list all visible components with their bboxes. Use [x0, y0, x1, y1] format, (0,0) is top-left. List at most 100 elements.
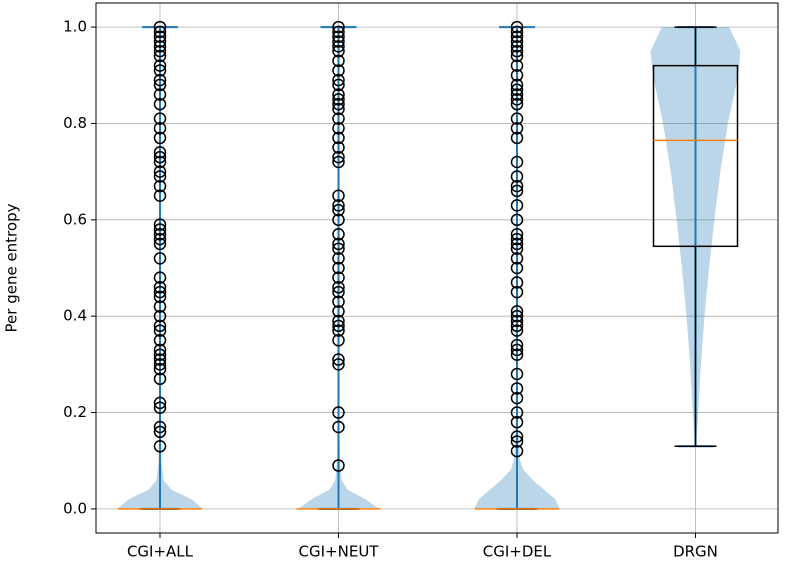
outlier: [510, 276, 524, 289]
outlier: [332, 261, 345, 275]
outlier: [153, 97, 167, 111]
outlier: [510, 382, 524, 395]
outlier: [332, 141, 345, 154]
outlier: [332, 122, 345, 135]
outlier: [332, 150, 345, 164]
outlier: [510, 430, 524, 443]
outlier: [153, 425, 167, 439]
outlier: [332, 30, 345, 43]
y-tick-label: 0.2: [63, 403, 87, 421]
outlier: [510, 155, 524, 169]
outlier: [510, 391, 524, 405]
outlier: [153, 358, 167, 371]
outlier: [510, 213, 524, 227]
outlier: [510, 309, 524, 323]
outlier: [153, 49, 167, 63]
x-tick-label: CGI+ALL: [127, 543, 194, 561]
outlier: [332, 35, 345, 48]
x-tick-label: CGI+NEUT: [299, 543, 380, 561]
outlier: [153, 40, 167, 53]
outlier: [153, 218, 167, 231]
outlier: [153, 155, 167, 169]
outlier: [510, 406, 524, 419]
outlier: [510, 242, 524, 255]
outlier: [332, 305, 345, 318]
box: [652, 64, 739, 248]
outlier: [332, 213, 345, 227]
outlier: [332, 78, 345, 92]
outlier: [510, 324, 524, 337]
outlier: [510, 112, 524, 125]
outlier: [153, 300, 167, 313]
outlier: [332, 459, 345, 472]
outlier: [510, 314, 524, 328]
outlier: [153, 88, 167, 101]
outlier: [510, 69, 524, 82]
outlier: [510, 343, 524, 357]
outlier: [332, 420, 345, 434]
outlier: [332, 93, 345, 106]
outlier: [332, 271, 345, 284]
outlier: [153, 122, 167, 135]
outlier: [153, 281, 167, 294]
outlier: [153, 131, 167, 145]
outlier: [332, 358, 345, 371]
outlier: [332, 324, 345, 337]
outlier: [153, 25, 167, 39]
outlier: [153, 271, 167, 284]
outlier: [332, 20, 345, 34]
outlier: [153, 343, 167, 357]
outlier: [153, 362, 167, 376]
outlier: [153, 285, 167, 299]
outlier: [510, 35, 524, 48]
outlier: [510, 25, 524, 39]
outlier: [332, 40, 345, 53]
outlier: [153, 237, 167, 251]
outlier: [153, 189, 167, 202]
outlier: [153, 228, 167, 241]
outlier: [153, 35, 167, 48]
outlier: [153, 64, 167, 77]
outlier: [153, 353, 167, 366]
outlier: [332, 199, 345, 212]
outlier: [153, 334, 167, 347]
outlier: [510, 40, 524, 53]
outlier: [332, 252, 345, 265]
outlier: [332, 242, 345, 255]
outlier: [332, 189, 345, 202]
outlier: [153, 20, 167, 34]
outlier: [510, 179, 524, 193]
outlier: [332, 237, 345, 251]
outlier: [153, 146, 167, 159]
outlier: [510, 122, 524, 135]
outlier: [153, 290, 167, 304]
outlier: [153, 396, 167, 410]
outlier: [332, 295, 345, 308]
outlier: [510, 30, 524, 43]
outlier: [153, 30, 167, 43]
y-tick-label: 0.6: [63, 210, 87, 228]
outlier: [510, 261, 524, 275]
outlier: [332, 203, 345, 217]
outlier: [510, 348, 524, 361]
outlier: [153, 78, 167, 92]
outlier: [332, 88, 345, 101]
y-tick-label: 0.0: [63, 499, 87, 517]
outlier: [153, 232, 167, 246]
outlier: [510, 170, 524, 183]
outlier: [153, 170, 167, 183]
x-tick-label: DRGN: [673, 543, 718, 561]
outlier: [510, 228, 524, 241]
outlier: [332, 73, 345, 87]
outlier: [510, 44, 524, 58]
outlier: [510, 367, 524, 381]
outlier: [510, 232, 524, 246]
outlier: [153, 44, 167, 58]
outlier: [153, 223, 167, 236]
outlier: [510, 78, 524, 92]
outlier: [153, 179, 167, 193]
outlier: [510, 285, 524, 299]
outlier: [153, 59, 167, 72]
outlier: [332, 314, 345, 328]
